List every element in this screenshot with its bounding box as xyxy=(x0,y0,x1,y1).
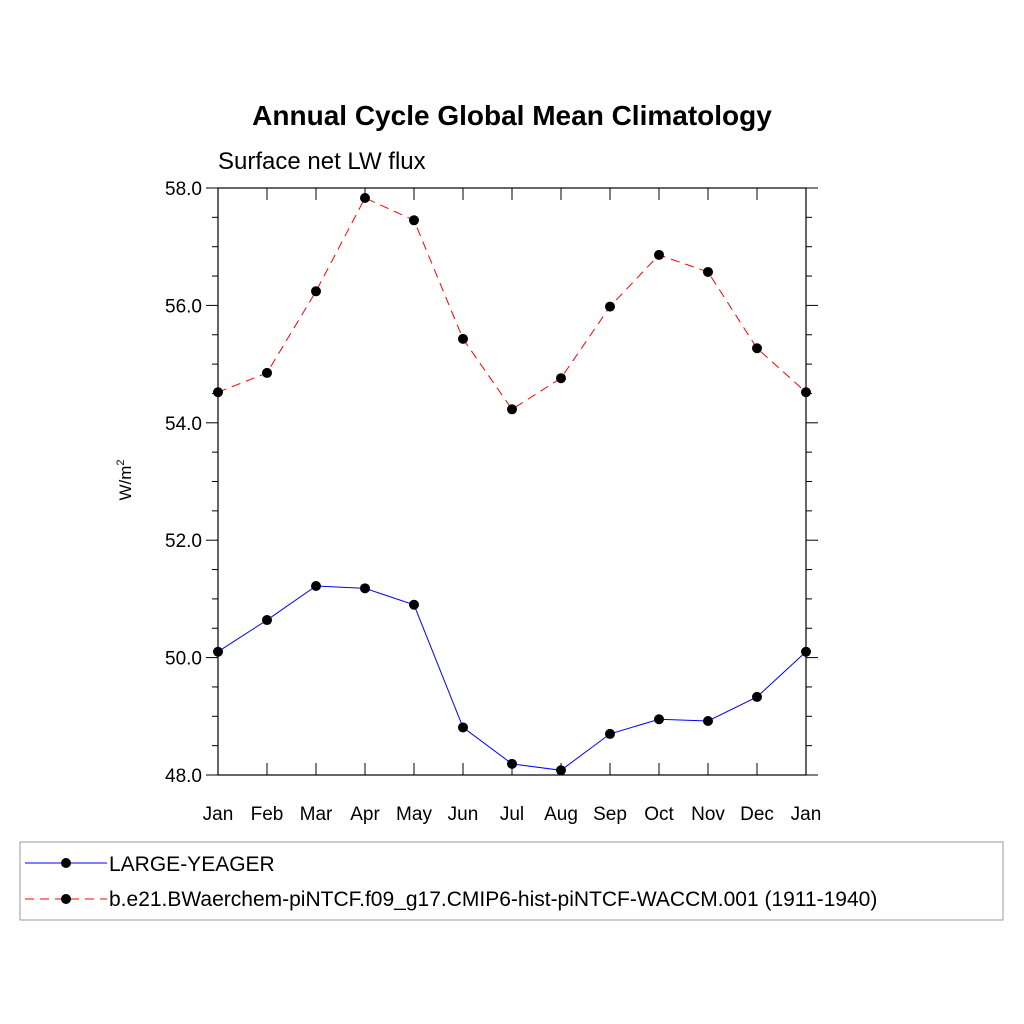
series-1-point xyxy=(654,249,664,260)
y-axis-label-superscript: 2 xyxy=(115,459,127,465)
legend-box xyxy=(19,841,1004,921)
x-tick-label: Oct xyxy=(644,804,674,825)
chart-subtitle: Surface net LW flux xyxy=(218,148,426,175)
series-0-point xyxy=(213,646,223,657)
series-1-point xyxy=(507,404,517,415)
series-1-point xyxy=(409,215,419,226)
series-line-1 xyxy=(217,197,807,410)
x-tick-label: Feb xyxy=(251,804,284,825)
series-1-point xyxy=(458,333,468,344)
legend-marker-1 xyxy=(61,894,71,904)
series-1-point xyxy=(262,367,272,378)
series-0-point xyxy=(703,715,713,726)
x-tick-label: Mar xyxy=(300,804,333,825)
plot-frame xyxy=(217,187,807,776)
x-tick-label: Apr xyxy=(350,804,380,825)
x-tick-label: Jan xyxy=(791,804,822,825)
series-0-point xyxy=(801,646,811,657)
x-tick-label: May xyxy=(396,804,432,825)
plot-area: Jan Feb Mar Apr May Jun Jul Aug Sep Oct Nov Dec Jan4… xyxy=(165,179,821,825)
series-0-point xyxy=(262,615,272,626)
y-tick-label: 56.0 xyxy=(165,296,202,317)
legend-symbols xyxy=(25,858,107,904)
series-1-point xyxy=(801,387,811,398)
legend-label-bwaerchem: b.e21.BWaerchem-piNTCF.f09_g17.CMIP6-his… xyxy=(109,888,877,911)
series-1-point xyxy=(360,192,370,203)
series-1-point xyxy=(605,301,615,312)
series-0-point xyxy=(556,765,566,776)
chart-title: Annual Cycle Global Mean Climatology xyxy=(252,100,772,131)
x-tick-label: Dec xyxy=(740,804,774,825)
x-tick-label: Nov xyxy=(691,804,725,825)
y-axis-label-text: W/m xyxy=(116,466,135,501)
series-1-point xyxy=(311,286,321,297)
series-0-point xyxy=(360,583,370,594)
y-tick-label: 52.0 xyxy=(165,531,202,552)
x-tick-label: Sep xyxy=(593,804,627,825)
y-tick-label: 58.0 xyxy=(165,179,202,200)
series-line-0 xyxy=(217,585,807,771)
series-1-point xyxy=(213,387,223,398)
series-0-point xyxy=(752,691,762,702)
y-tick-label: 54.0 xyxy=(165,414,202,435)
series-1-point xyxy=(703,266,713,277)
series-1-point xyxy=(556,373,566,384)
x-tick-label: Jan xyxy=(203,804,234,825)
y-axis-label: W/m2 xyxy=(115,459,135,500)
series-0-point xyxy=(654,714,664,725)
series-0-point xyxy=(605,728,615,739)
series-0-point xyxy=(311,580,321,591)
series-0-point xyxy=(458,722,468,733)
series-0-point xyxy=(409,599,419,610)
legend-marker-0 xyxy=(61,858,71,868)
legend: LARGE-YEAGER b.e21.BWaerchem-piNTCF.f09_… xyxy=(19,841,1004,921)
y-tick-label: 48.0 xyxy=(165,766,202,787)
x-tick-label: Aug xyxy=(544,804,578,825)
x-tick-label: Jul xyxy=(500,804,524,825)
series-0-point xyxy=(507,758,517,769)
series-1-point xyxy=(752,343,762,354)
y-tick-label: 50.0 xyxy=(165,649,202,670)
legend-label-large-yeager: LARGE-YEAGER xyxy=(109,853,275,876)
x-tick-label: Jun xyxy=(448,804,479,825)
